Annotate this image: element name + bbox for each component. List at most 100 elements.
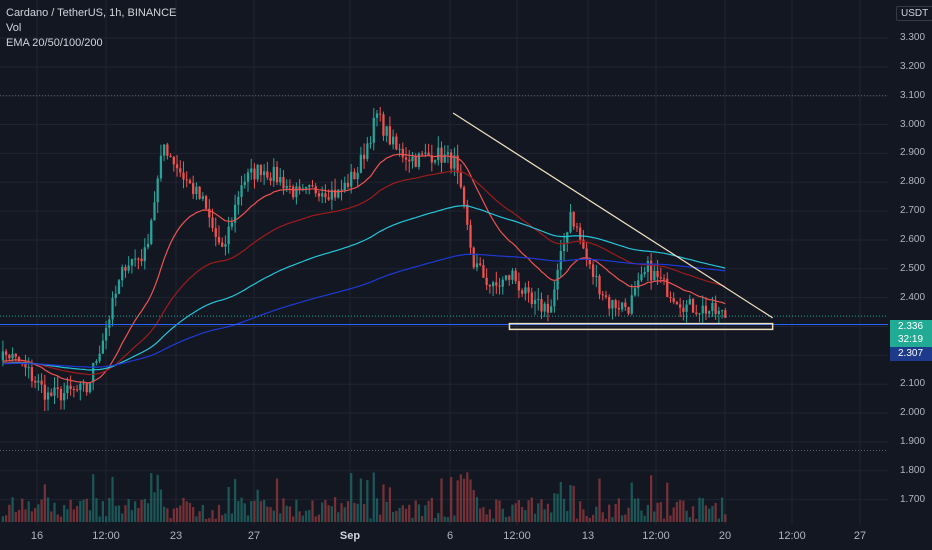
volume-bar	[456, 480, 459, 522]
candle-body	[637, 280, 640, 289]
candle-body	[79, 383, 82, 391]
volume-bar	[369, 518, 372, 522]
volume-bar	[653, 511, 656, 522]
candle-body	[662, 278, 666, 280]
candle-body	[304, 187, 308, 189]
candle-body	[153, 202, 156, 221]
volume-bar	[446, 517, 450, 522]
price-axis[interactable]	[888, 0, 932, 525]
volume-bar	[8, 504, 11, 522]
volume-bar	[662, 518, 666, 522]
volume-bar	[250, 501, 253, 522]
candle-body	[501, 279, 504, 287]
candle-body	[201, 196, 204, 199]
volume-bar	[624, 514, 627, 522]
volume-bar	[179, 505, 182, 522]
volume-bar	[159, 489, 163, 522]
candle-body	[250, 168, 253, 173]
candle-body	[46, 392, 50, 400]
volume-bar	[350, 473, 353, 522]
volume-bar	[443, 516, 446, 522]
time-tick-label: 6	[446, 530, 454, 542]
candle-body	[401, 148, 404, 158]
volume-bar	[117, 505, 121, 522]
currency-badge[interactable]: USDT	[896, 6, 932, 21]
candle-body	[533, 299, 537, 305]
candle-body	[540, 299, 543, 312]
volume-bar	[669, 515, 672, 522]
candle-body	[4, 351, 8, 355]
volume-bar	[588, 518, 591, 522]
candle-body	[163, 144, 166, 156]
candle-body	[408, 159, 411, 162]
symbol-title[interactable]: Cardano / TetherUS, 1h, BINANCE	[6, 7, 177, 19]
volume-bar	[724, 514, 727, 522]
volume-bar	[124, 505, 127, 522]
volume-bar	[172, 508, 175, 522]
volume-bar	[266, 506, 269, 522]
candle-body	[333, 189, 337, 198]
volume-bar	[462, 478, 466, 522]
volume-bar	[169, 518, 172, 522]
candle-body	[385, 126, 388, 136]
volume-bar	[192, 507, 195, 522]
volume-bar	[672, 507, 675, 522]
volume-bar	[488, 509, 492, 522]
time-tick-label: 12:00	[642, 530, 670, 542]
candlestick-series	[1, 106, 727, 412]
volume-bar	[430, 498, 433, 522]
candle-body	[508, 275, 511, 280]
price-tick-label: 2.400	[900, 291, 926, 303]
price-tick-label: 3.200	[900, 60, 926, 72]
volume-bar	[201, 504, 204, 522]
current-price-label: 2.336	[890, 320, 932, 334]
volume-bar	[679, 500, 682, 522]
volume-bar	[485, 514, 488, 522]
volume-bar	[359, 478, 363, 522]
candle-body	[66, 385, 69, 394]
volume-bar	[546, 503, 550, 522]
candle-body	[617, 308, 621, 310]
candle-body	[88, 382, 92, 393]
volume-bar	[66, 509, 69, 522]
candle-body	[598, 275, 601, 295]
volume-bar	[256, 489, 259, 522]
volume-bar	[466, 472, 469, 522]
volume-bar	[37, 504, 40, 522]
candle-body	[504, 275, 508, 280]
candle-body	[704, 305, 708, 314]
candle-body	[643, 271, 646, 275]
candle-body	[550, 306, 553, 313]
volume-bar	[133, 501, 137, 522]
volume-bar	[46, 497, 50, 522]
volume-bar	[314, 516, 317, 522]
candle-body	[614, 300, 617, 309]
volume-bar	[620, 515, 624, 522]
volume-bar	[640, 510, 643, 522]
volume-bar	[566, 511, 569, 522]
candle-body	[482, 265, 485, 278]
volume-bar	[130, 510, 134, 522]
candle-body	[553, 289, 556, 307]
candle-body	[382, 114, 385, 136]
candle-body	[175, 164, 179, 169]
candle-body	[472, 247, 475, 268]
volume-bar	[704, 505, 708, 522]
volume-bar	[285, 505, 288, 522]
volume-bar	[540, 499, 543, 522]
candle-body	[421, 153, 424, 155]
volume-bar	[279, 513, 282, 522]
candle-body	[440, 147, 443, 163]
time-tick-label: 13	[581, 530, 595, 542]
candle-body	[582, 239, 585, 249]
chart-legend: Cardano / TetherUS, 1h, BINANCE Vol EMA …	[6, 6, 176, 51]
volume-bar	[517, 500, 521, 522]
volume-bar	[675, 502, 679, 522]
candle-body	[682, 307, 685, 312]
ema-indicator-label[interactable]: EMA 20/50/100/200	[6, 37, 103, 49]
volume-bar	[333, 497, 337, 522]
volume-indicator-label[interactable]: Vol	[6, 22, 22, 34]
volume-bar	[208, 518, 211, 522]
volume-bar	[79, 500, 82, 522]
